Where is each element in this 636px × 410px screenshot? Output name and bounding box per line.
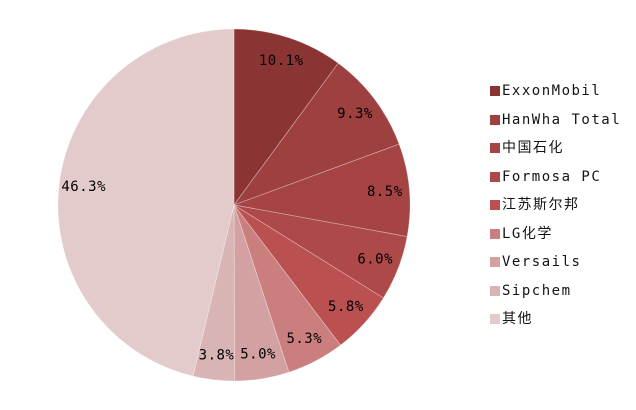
pie-value-label-exxonmobil: 10.1% [259, 53, 304, 69]
pie-slice-hanwha-total [233, 62, 400, 206]
chart-legend: ExxonMobil HanWha Total 中国石化 Formosa PC 江苏斯尔… [490, 83, 621, 327]
legend-swatch-icon [490, 314, 500, 324]
pie-slice-中国石化 [233, 143, 411, 237]
legend-label: 其他 [502, 311, 533, 327]
legend-swatch-icon [490, 257, 500, 267]
pie-value-label-江苏斯尔邦: 5.8% [328, 299, 364, 315]
legend-swatch-icon [490, 285, 500, 296]
legend-item-hanwha-total: HanWha Total [490, 112, 621, 128]
pie-value-label-sipchem: 3.8% [199, 347, 235, 363]
legend-swatch-icon [490, 228, 500, 239]
legend-swatch-icon [490, 200, 500, 210]
legend-swatch-icon [490, 86, 500, 96]
legend-label: HanWha Total [502, 111, 622, 128]
legend-swatch-icon [490, 114, 500, 125]
legend-label: Versails [502, 254, 582, 270]
legend-swatch-icon [490, 143, 500, 153]
legend-item-lg化学: LG化学 [490, 226, 621, 242]
legend-item-中国石化: 中国石化 [490, 140, 621, 156]
pie-slice-exxonmobil [233, 28, 339, 206]
legend-item-sipchem: Sipchem [490, 283, 621, 299]
legend-label: Formosa PC [502, 168, 602, 185]
legend-swatch-icon [490, 171, 500, 182]
legend-label: Sipchem [502, 282, 572, 299]
legend-item-其他: 其他 [490, 311, 621, 327]
pie-value-label-其他: 46.3% [61, 179, 106, 195]
pie-value-label-hanwha-total: 9.3% [337, 106, 373, 122]
pie-slice-其他 [57, 28, 235, 377]
legend-item-江苏斯尔邦: 江苏斯尔邦 [490, 197, 621, 213]
pie-slice-formosa-pc [233, 204, 408, 299]
legend-label: 中国石化 [502, 140, 564, 156]
pie-value-label-formosa-pc: 6.0% [357, 252, 393, 268]
pie-slice-江苏斯尔邦 [233, 204, 384, 346]
pie-value-label-lg化学: 5.3% [286, 331, 322, 347]
legend-label: LG化学 [502, 225, 553, 242]
pie-value-label-versails: 5.0% [240, 346, 276, 362]
legend-label: 江苏斯尔邦 [502, 197, 580, 213]
legend-label: ExxonMobil [502, 83, 602, 99]
legend-item-versails: Versails [490, 254, 621, 270]
pie-value-label-中国石化: 8.5% [367, 184, 403, 200]
pie-slice-versails [233, 204, 290, 382]
pie-slice-lg化学 [233, 204, 341, 373]
legend-item-formosa-pc: Formosa PC [490, 169, 621, 185]
pie-slice-sipchem [192, 204, 235, 382]
legend-item-exxonmobil: ExxonMobil [490, 83, 621, 99]
